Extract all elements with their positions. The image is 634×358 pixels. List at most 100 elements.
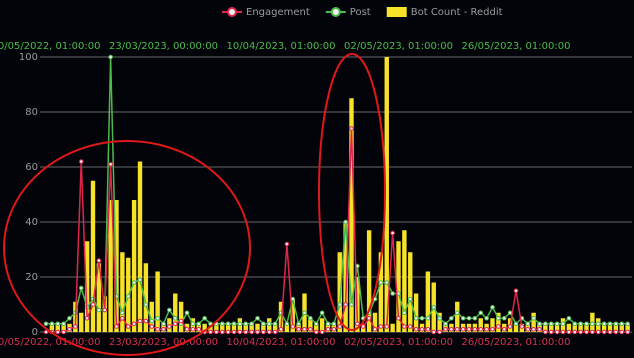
point (537, 326, 542, 332)
point (343, 219, 348, 225)
point (302, 326, 307, 332)
point (531, 326, 536, 332)
point (302, 310, 307, 316)
point (595, 329, 601, 335)
point (137, 277, 143, 283)
point (167, 324, 172, 329)
bar (408, 252, 413, 332)
point (243, 329, 249, 335)
bar (601, 323, 607, 332)
point (331, 326, 337, 332)
bar (402, 230, 407, 332)
bar (319, 318, 325, 332)
point (490, 326, 495, 332)
point (360, 324, 366, 329)
bar (554, 323, 560, 332)
y-tick-label: 0 (32, 327, 38, 338)
point (120, 310, 125, 316)
point (601, 329, 607, 335)
point (543, 321, 548, 327)
point (190, 321, 196, 327)
point (172, 321, 178, 327)
bar (249, 323, 254, 332)
point (61, 321, 66, 327)
x-tick-label: 02/05/2023, 01:00:00 (344, 337, 453, 348)
point (437, 329, 442, 335)
point (419, 326, 425, 332)
point (625, 321, 630, 327)
bar (284, 323, 290, 332)
bar (425, 271, 431, 332)
point (155, 315, 160, 321)
point (490, 304, 495, 310)
point (190, 326, 196, 332)
point (278, 326, 284, 332)
point (425, 326, 431, 332)
bar (214, 323, 219, 332)
bar (625, 323, 630, 332)
bar (572, 323, 577, 332)
point (484, 326, 489, 332)
point (384, 280, 390, 285)
point (196, 321, 202, 327)
point (202, 315, 207, 321)
point (125, 324, 131, 329)
point (413, 315, 419, 321)
point (225, 329, 231, 335)
point (496, 315, 501, 321)
point (496, 324, 501, 329)
bar (578, 323, 583, 332)
y-tick-label: 80 (25, 107, 38, 118)
point (96, 258, 102, 263)
point (219, 329, 225, 335)
point (61, 329, 66, 335)
point (155, 326, 160, 332)
point (167, 307, 172, 313)
bar (478, 318, 483, 332)
bar (231, 323, 237, 332)
annotation-ellipse (3, 140, 251, 356)
point (537, 321, 542, 327)
bar (496, 312, 501, 332)
point (319, 329, 325, 335)
legend: Engagement Post Bot Count - Reddit (222, 7, 503, 18)
point (407, 324, 413, 329)
annotation-ellipse (318, 53, 386, 331)
x-tick-label-top: 10/05/2022, 01:00:00 (0, 41, 100, 52)
point (337, 324, 343, 329)
line (46, 128, 628, 333)
bar (314, 323, 319, 332)
point (313, 321, 319, 327)
bar (90, 180, 96, 332)
point (131, 321, 137, 327)
bar (513, 323, 519, 332)
point (501, 326, 507, 332)
point (507, 310, 513, 316)
point (120, 315, 125, 321)
point (143, 318, 149, 324)
point (554, 321, 560, 327)
bar (290, 299, 295, 332)
point (272, 329, 278, 335)
point (454, 310, 460, 316)
point (137, 318, 143, 324)
bar (490, 318, 495, 332)
point (108, 54, 113, 60)
bar (308, 318, 313, 332)
point (55, 329, 61, 335)
point (325, 321, 331, 327)
point (266, 329, 272, 335)
point (196, 326, 202, 332)
point (214, 329, 219, 335)
point (178, 318, 184, 324)
point (349, 126, 354, 131)
bar (272, 323, 278, 332)
legend-label: Post (350, 7, 371, 18)
bar (584, 323, 589, 332)
point (114, 324, 119, 329)
point (572, 321, 578, 327)
point (366, 315, 372, 321)
point (402, 324, 407, 329)
point (501, 315, 507, 321)
point (237, 329, 243, 335)
